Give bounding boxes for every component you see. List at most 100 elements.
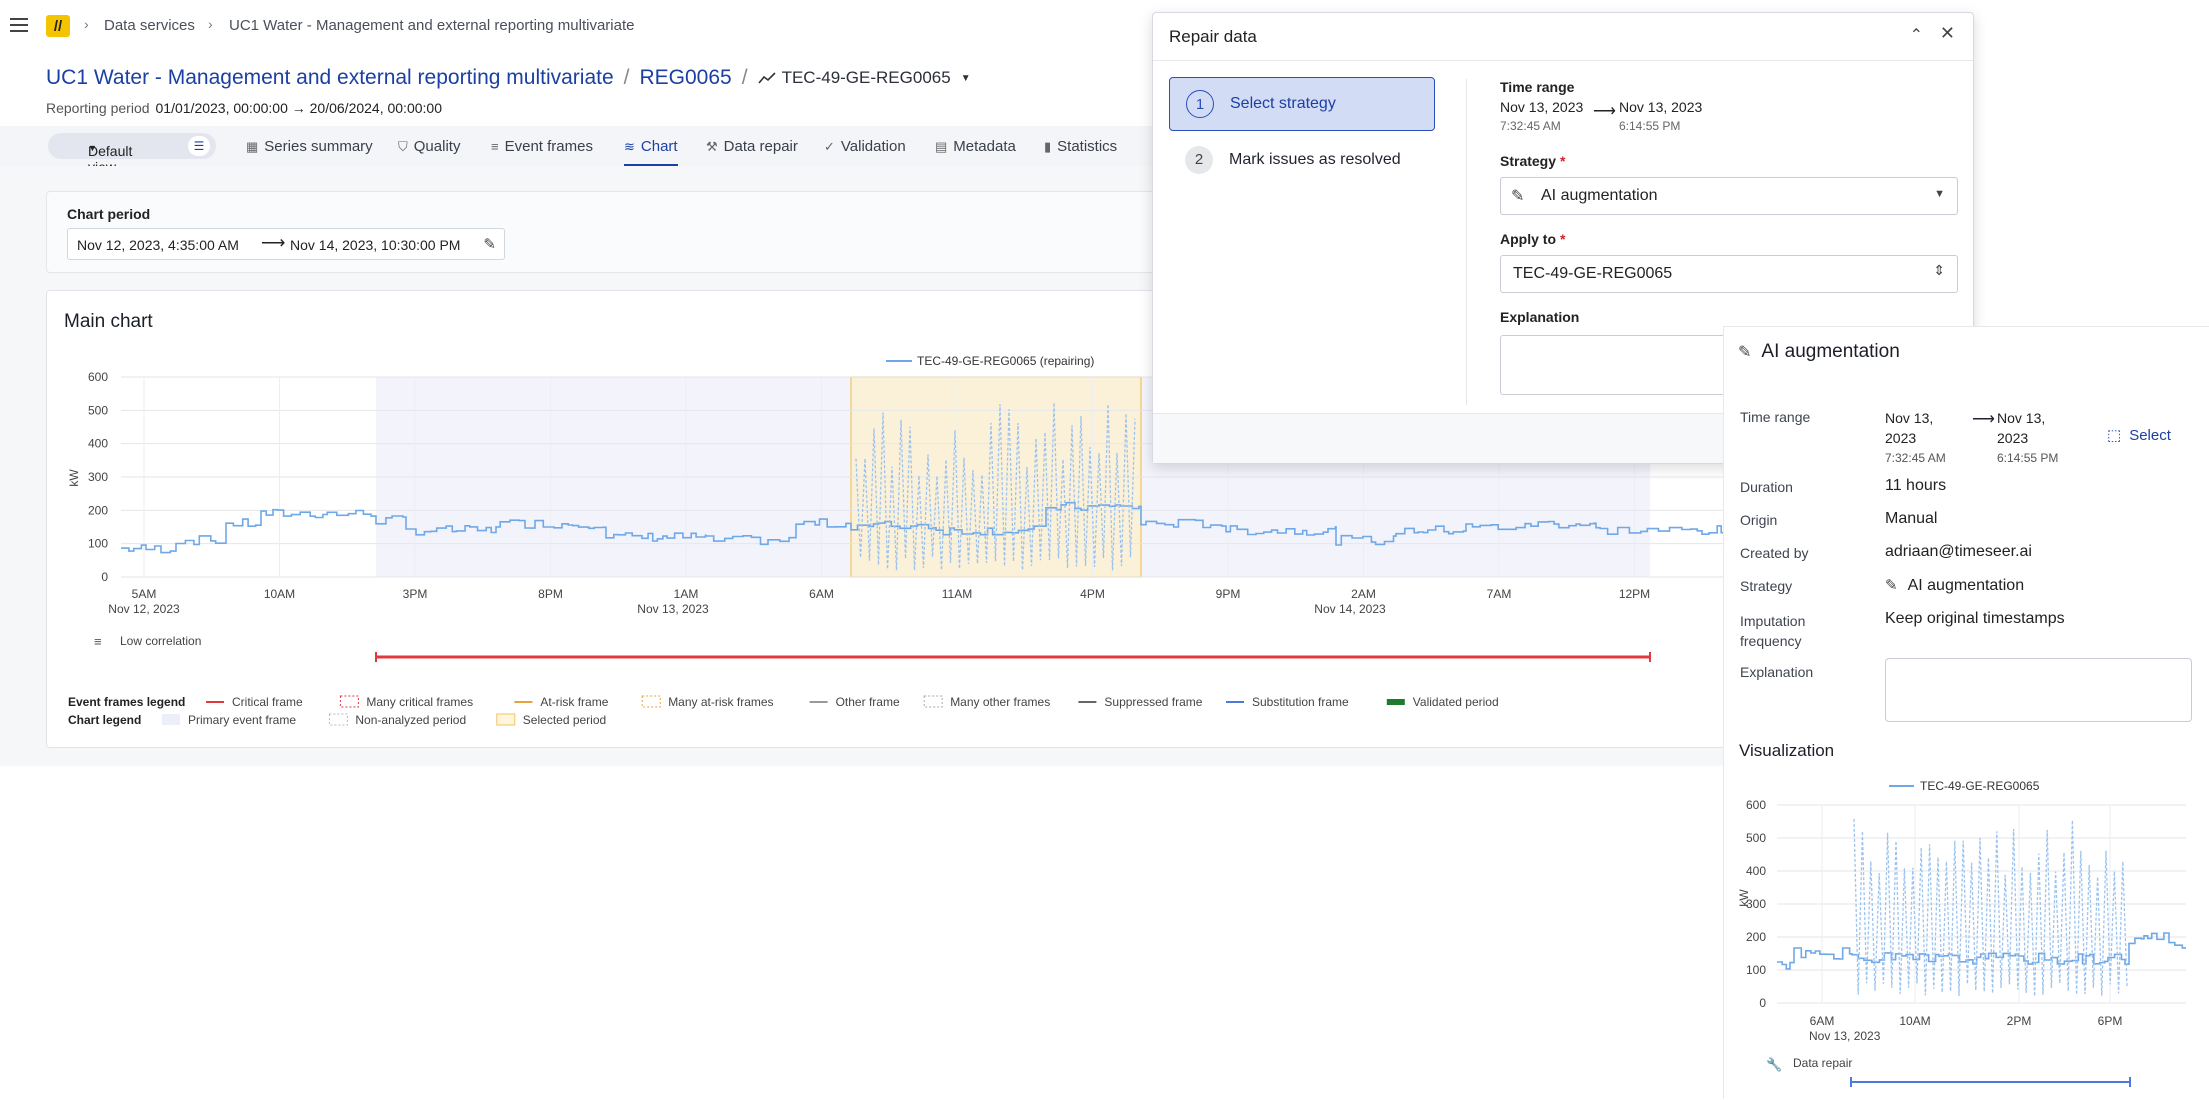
y-tick-label: 200 <box>88 503 108 517</box>
x-tick-label: 2AM <box>1351 587 1376 601</box>
explanation-label: Explanation <box>1500 309 1580 325</box>
legend-item: Substitution frame <box>1252 695 1349 709</box>
strategy-select[interactable]: ✎ AI augmentation ▼ <box>1500 177 1958 215</box>
step-number: 1 <box>1186 90 1214 118</box>
duration-value: 11 hours <box>1885 477 1947 494</box>
x-date-label: Nov 13, 2023 <box>637 602 709 616</box>
legend-swatch <box>923 695 943 708</box>
x-tick-label: 12PM <box>1619 587 1650 601</box>
repair-detail-panel: ✎ AI augmentation Time range Nov 13, 2023 7… <box>1723 326 2209 1099</box>
visualization-title: Visualization <box>1739 741 1835 760</box>
x-tick-label: 2PM <box>2007 1014 2032 1028</box>
x-tick-label: 9PM <box>1216 587 1241 601</box>
tab-series-summary[interactable]: ▦ Series summary <box>246 138 373 155</box>
tab-data-repair[interactable]: ⚒ Data repair <box>706 138 798 155</box>
y-axis-label: kW <box>67 469 81 487</box>
origin-value: Manual <box>1885 510 1938 527</box>
updown-icon: ⇕ <box>1933 262 1945 278</box>
collapse-icon[interactable]: ⌃ <box>1909 27 1923 44</box>
legend-item: Primary event frame <box>188 713 296 727</box>
series-name: TEC-49-GE-REG0065 <box>781 68 951 87</box>
viz-repair-line <box>1853 818 2128 997</box>
magic-wand-icon: ✎ <box>1738 344 1752 361</box>
legend-item: Many other frames <box>950 695 1050 709</box>
app-logo[interactable]: // <box>46 15 70 37</box>
explanation-label: Explanation <box>1740 664 1814 680</box>
y-tick-label: 100 <box>1746 963 1766 977</box>
created-by-label: Created by <box>1740 545 1809 561</box>
tune-icon[interactable]: ☰ <box>188 136 210 156</box>
step-label: Mark issues as resolved <box>1229 151 1401 168</box>
tab-chart[interactable]: ≋ Chart <box>624 138 678 166</box>
y-tick-label: 400 <box>88 437 108 451</box>
reporting-period: Reporting period 01/01/2023, 00:00:00 → 2… <box>46 100 442 116</box>
step-select-strategy[interactable]: 1 Select strategy <box>1169 77 1435 131</box>
edit-icon[interactable]: ✎ <box>483 236 496 253</box>
legend-swatch <box>641 695 661 708</box>
chevron-right-icon: › <box>208 16 213 32</box>
apply-to-select[interactable]: TEC-49-GE-REG0065 ⇕ <box>1500 255 1958 293</box>
breadcrumb-project[interactable]: UC1 Water - Management and external repo… <box>229 17 635 34</box>
legend-item: Non-analyzed period <box>355 713 466 727</box>
main-chart-title: Main chart <box>64 311 153 332</box>
caret-down-icon: ▼ <box>1934 188 1945 200</box>
tab-quality[interactable]: ⛉ Quality <box>398 138 461 155</box>
arrow-right-icon: ⟶ <box>1972 411 1995 428</box>
menu-icon[interactable] <box>10 18 28 32</box>
legend-swatch <box>1386 699 1405 705</box>
legend-item: Other frame <box>836 695 900 709</box>
viz-legend[interactable]: TEC-49-GE-REG0065 <box>1920 779 2040 793</box>
tab-metadata[interactable]: ▤ Metadata <box>935 138 1016 155</box>
grid-icon: ▦ <box>246 138 259 154</box>
chart-period-label: Chart period <box>67 206 151 222</box>
period-end: Nov 14, 2023, 10:30:00 PM <box>290 237 461 253</box>
tab-bar: Default view ▼ ☰ ▦Series summary ⛉Qualit… <box>0 126 1160 175</box>
x-tick-label: 8PM <box>538 587 563 601</box>
tr-end-time: 6:14:55 PM <box>1619 119 1681 133</box>
arrow-right-icon: ⟶ <box>261 233 286 252</box>
imputation-label: Imputation frequency <box>1740 613 1806 649</box>
y-tick-label: 400 <box>1746 864 1766 878</box>
x-tick-label: 10AM <box>264 587 295 601</box>
page-title[interactable]: UC1 Water - Management and external repo… <box>46 66 614 89</box>
asset-link[interactable]: REG0065 <box>639 66 732 89</box>
tab-event-frames[interactable]: ≡ Event frames <box>491 138 593 155</box>
legend-item: Many at-risk frames <box>668 695 773 709</box>
main-chart[interactable]: TEC-49-GE-REG0065 (repairing) kW 600 500 4… <box>46 340 1726 740</box>
x-tick-label: 6AM <box>1810 1014 1835 1028</box>
tab-validation[interactable]: ✓ Validation <box>824 138 906 155</box>
data-repair-label: Data repair <box>1793 1056 1852 1070</box>
bar-chart-icon: ▮ <box>1044 138 1052 154</box>
legend-series[interactable]: TEC-49-GE-REG0065 (repairing) <box>917 354 1094 368</box>
chart-icon: ≋ <box>624 138 635 154</box>
reporting-value: 01/01/2023, 00:00:00 → 20/06/2024, 00:00… <box>155 100 442 116</box>
tab-statistics[interactable]: ▮ Statistics <box>1044 138 1118 155</box>
apply-to-value: TEC-49-GE-REG0065 <box>1513 265 1673 282</box>
breadcrumb-data-services[interactable]: Data services <box>104 17 195 34</box>
view-selector[interactable]: Default view ▼ ☰ <box>48 133 216 175</box>
event-row-label: Low correlation <box>120 634 201 648</box>
legend-swatch <box>162 714 180 725</box>
arrow-right-icon: ⟶ <box>1593 103 1616 120</box>
series-selector[interactable]: TEC-49-GE-REG0065 ▼ <box>757 68 971 88</box>
x-tick-label: 3PM <box>403 587 428 601</box>
chart-period-input[interactable]: Nov 12, 2023, 4:35:00 AM ⟶ Nov 14, 2023,… <box>67 228 505 260</box>
y-tick-label: 600 <box>1746 798 1766 812</box>
y-tick-label: 100 <box>88 537 108 551</box>
dialog-header: Repair data ⌃ ✕ <box>1153 13 1973 61</box>
tr-start-date: Nov 13, 2023 <box>1500 99 1584 115</box>
visualization-chart[interactable]: TEC-49-GE-REG0065 kW 600 500 400 300 200 100 0… <box>1724 772 2209 1100</box>
magic-wand-icon: ✎ <box>1511 188 1525 205</box>
explanation-input[interactable] <box>1885 658 2192 722</box>
step-mark-resolved[interactable]: 2 Mark issues as resolved <box>1169 134 1435 188</box>
close-icon[interactable]: ✕ <box>1939 23 1955 43</box>
divider <box>1466 79 1467 405</box>
y-tick-label: 300 <box>88 470 108 484</box>
y-tick-label: 500 <box>1746 831 1766 845</box>
x-tick-label: 11AM <box>942 587 972 601</box>
select-range-button[interactable]: ⬚ Select <box>2107 427 2171 444</box>
strategy-value: ✎ AI augmentation <box>1885 577 2025 594</box>
y-tick-label: 500 <box>88 403 108 417</box>
created-by-value: adriaan@timeseer.ai <box>1885 543 2032 560</box>
tr-end-date: Nov 13, 2023 <box>1619 99 1703 115</box>
